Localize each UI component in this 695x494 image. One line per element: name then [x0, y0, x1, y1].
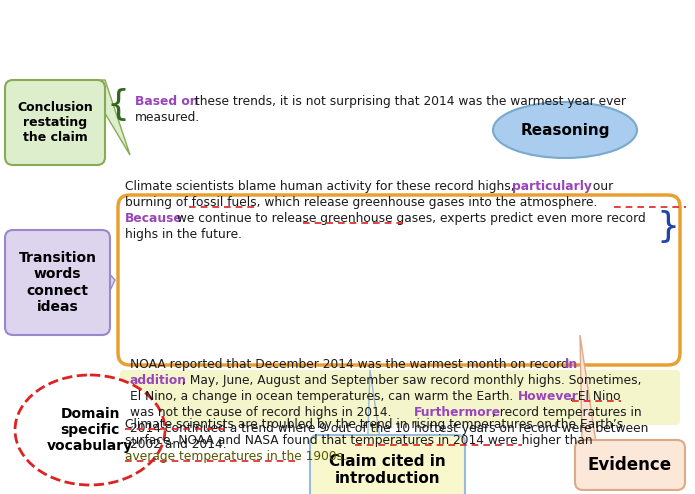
Text: measured.: measured.: [135, 111, 200, 124]
Text: Conclusion
restating
the claim: Conclusion restating the claim: [17, 101, 93, 144]
Text: El Nino, a change in ocean temperatures, can warm the Earth.: El Nino, a change in ocean temperatures,…: [130, 390, 517, 403]
Text: surface. NOAA and NASA found that temperatures in 2014 were higher than: surface. NOAA and NASA found that temper…: [125, 434, 593, 447]
Text: Reasoning: Reasoning: [521, 123, 610, 137]
Text: In: In: [565, 358, 578, 371]
Text: Furthermore: Furthermore: [414, 406, 501, 419]
Text: Transition
words
connect
ideas: Transition words connect ideas: [19, 251, 97, 314]
Ellipse shape: [15, 375, 165, 485]
Text: addition: addition: [130, 374, 187, 387]
FancyBboxPatch shape: [118, 195, 680, 365]
Text: we continue to release greenhouse gases, experts predict even more record: we continue to release greenhouse gases,…: [173, 212, 646, 225]
FancyBboxPatch shape: [575, 440, 685, 490]
FancyBboxPatch shape: [5, 230, 110, 335]
Text: {: {: [106, 88, 129, 122]
Text: , May, June, August and September saw record monthly highs. Sometimes,: , May, June, August and September saw re…: [182, 374, 641, 387]
Text: Domain
specific
vocabulary: Domain specific vocabulary: [47, 407, 133, 453]
Text: Climate scientists are troubled by the trend in rising temperatures on the Earth: Climate scientists are troubled by the t…: [125, 418, 623, 431]
Text: However: However: [518, 390, 579, 403]
FancyBboxPatch shape: [120, 370, 680, 425]
Polygon shape: [110, 275, 115, 290]
Text: , record temperatures in: , record temperatures in: [492, 406, 641, 419]
FancyBboxPatch shape: [5, 80, 105, 165]
Text: 2014 continued a trend where 9 out of the 10 hottest years on record were betwee: 2014 continued a trend where 9 out of th…: [130, 422, 648, 435]
Text: our: our: [589, 180, 613, 193]
Polygon shape: [580, 335, 603, 490]
Text: highs in the future.: highs in the future.: [125, 228, 242, 241]
Text: average temperatures in the 1900s.: average temperatures in the 1900s.: [125, 450, 347, 463]
Text: NOAA reported that December 2014 was the warmest month on record.: NOAA reported that December 2014 was the…: [130, 358, 580, 371]
Text: these trends, it is not surprising that 2014 was the warmest year ever: these trends, it is not surprising that …: [191, 95, 626, 108]
Polygon shape: [85, 80, 130, 155]
Text: Based on: Based on: [135, 95, 199, 108]
Polygon shape: [366, 370, 389, 494]
Text: Climate scientists blame human activity for these record highs,: Climate scientists blame human activity …: [125, 180, 518, 193]
Text: Because: Because: [125, 212, 183, 225]
Text: 2002 and 2014.: 2002 and 2014.: [130, 438, 227, 451]
FancyBboxPatch shape: [310, 435, 465, 494]
Text: Evidence: Evidence: [588, 456, 672, 474]
Text: Claim cited in
introduction: Claim cited in introduction: [329, 454, 446, 486]
Ellipse shape: [493, 102, 637, 158]
Text: particularly: particularly: [512, 180, 592, 193]
Text: burning of fossil fuels, which release greenhouse gases into the atmosphere.: burning of fossil fuels, which release g…: [125, 196, 598, 209]
Text: was not the cause of record highs in 2014.: was not the cause of record highs in 201…: [130, 406, 395, 419]
Text: , El Nino: , El Nino: [570, 390, 621, 403]
Text: }: }: [657, 209, 680, 244]
